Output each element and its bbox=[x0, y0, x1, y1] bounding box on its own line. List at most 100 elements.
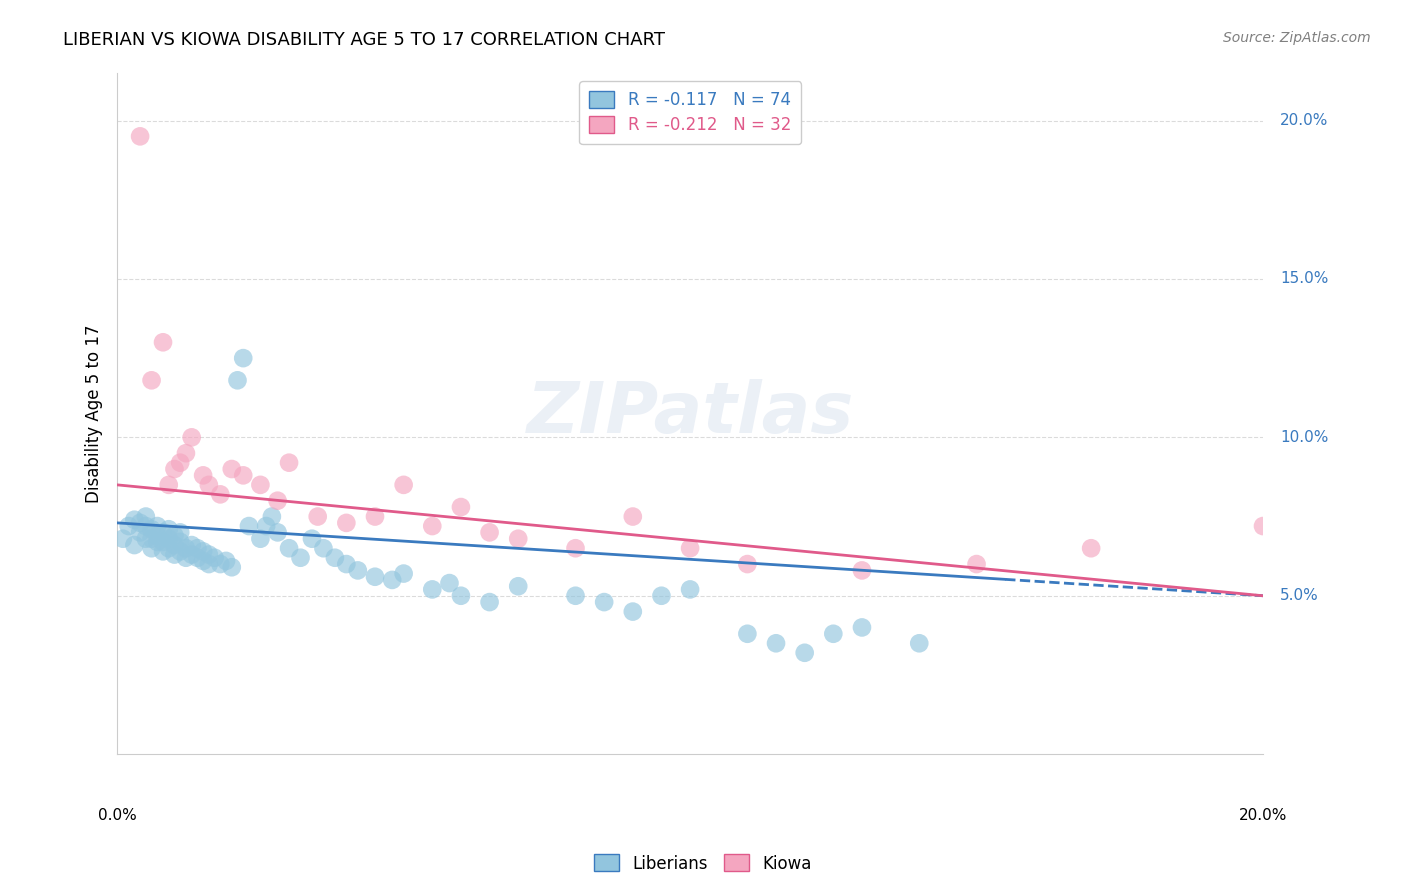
Point bbox=[169, 525, 191, 540]
Point bbox=[392, 478, 415, 492]
Point bbox=[129, 516, 152, 530]
Point bbox=[232, 468, 254, 483]
Point bbox=[221, 462, 243, 476]
Point bbox=[226, 373, 249, 387]
Point bbox=[793, 646, 815, 660]
Point bbox=[1251, 519, 1274, 533]
Text: ZIPatlas: ZIPatlas bbox=[526, 379, 853, 448]
Point bbox=[180, 548, 202, 562]
Point bbox=[135, 509, 157, 524]
Point bbox=[478, 595, 501, 609]
Point bbox=[249, 532, 271, 546]
Point bbox=[392, 566, 415, 581]
Point bbox=[1080, 541, 1102, 556]
Point bbox=[621, 605, 644, 619]
Point bbox=[381, 573, 404, 587]
Point bbox=[191, 554, 214, 568]
Point bbox=[564, 541, 586, 556]
Point bbox=[823, 627, 845, 641]
Point bbox=[157, 541, 180, 556]
Legend: Liberians, Kiowa: Liberians, Kiowa bbox=[588, 847, 818, 880]
Point bbox=[301, 532, 323, 546]
Point bbox=[266, 493, 288, 508]
Point bbox=[232, 351, 254, 365]
Point bbox=[209, 557, 232, 571]
Point bbox=[169, 456, 191, 470]
Point bbox=[174, 446, 197, 460]
Point bbox=[141, 532, 163, 546]
Point bbox=[621, 509, 644, 524]
Point bbox=[346, 563, 368, 577]
Point bbox=[117, 519, 139, 533]
Point bbox=[420, 582, 443, 597]
Point bbox=[364, 509, 387, 524]
Point bbox=[238, 519, 260, 533]
Point bbox=[851, 620, 873, 634]
Point bbox=[593, 595, 616, 609]
Point bbox=[278, 541, 301, 556]
Point bbox=[135, 519, 157, 533]
Point bbox=[186, 550, 208, 565]
Text: 10.0%: 10.0% bbox=[1281, 430, 1329, 445]
Point bbox=[111, 532, 134, 546]
Point bbox=[157, 532, 180, 546]
Point bbox=[141, 373, 163, 387]
Text: 5.0%: 5.0% bbox=[1281, 588, 1319, 603]
Point bbox=[152, 525, 174, 540]
Point bbox=[169, 544, 191, 558]
Point bbox=[335, 557, 357, 571]
Point bbox=[163, 548, 186, 562]
Point bbox=[508, 579, 530, 593]
Point bbox=[737, 557, 759, 571]
Point bbox=[508, 532, 530, 546]
Point bbox=[278, 456, 301, 470]
Point bbox=[129, 129, 152, 144]
Point bbox=[146, 528, 169, 542]
Text: LIBERIAN VS KIOWA DISABILITY AGE 5 TO 17 CORRELATION CHART: LIBERIAN VS KIOWA DISABILITY AGE 5 TO 17… bbox=[63, 31, 665, 49]
Point bbox=[312, 541, 335, 556]
Point bbox=[157, 522, 180, 536]
Point bbox=[204, 550, 226, 565]
Point bbox=[335, 516, 357, 530]
Legend: R = -0.117   N = 74, R = -0.212   N = 32: R = -0.117 N = 74, R = -0.212 N = 32 bbox=[579, 81, 801, 145]
Point bbox=[323, 550, 346, 565]
Point bbox=[169, 535, 191, 549]
Point bbox=[198, 478, 221, 492]
Text: 20.0%: 20.0% bbox=[1239, 808, 1288, 823]
Point bbox=[478, 525, 501, 540]
Point bbox=[152, 335, 174, 350]
Point bbox=[254, 519, 277, 533]
Point bbox=[141, 541, 163, 556]
Point bbox=[191, 468, 214, 483]
Text: 20.0%: 20.0% bbox=[1281, 113, 1329, 128]
Point bbox=[364, 570, 387, 584]
Point bbox=[908, 636, 931, 650]
Point bbox=[737, 627, 759, 641]
Text: Source: ZipAtlas.com: Source: ZipAtlas.com bbox=[1223, 31, 1371, 45]
Point bbox=[420, 519, 443, 533]
Point bbox=[191, 544, 214, 558]
Text: 15.0%: 15.0% bbox=[1281, 271, 1329, 286]
Point bbox=[198, 557, 221, 571]
Point bbox=[851, 563, 873, 577]
Point bbox=[146, 519, 169, 533]
Point bbox=[174, 550, 197, 565]
Point bbox=[157, 478, 180, 492]
Point bbox=[180, 538, 202, 552]
Point bbox=[215, 554, 238, 568]
Point bbox=[450, 589, 472, 603]
Point bbox=[290, 550, 312, 565]
Point bbox=[679, 541, 702, 556]
Point bbox=[135, 532, 157, 546]
Point bbox=[186, 541, 208, 556]
Point bbox=[679, 582, 702, 597]
Point bbox=[765, 636, 787, 650]
Point bbox=[180, 430, 202, 444]
Point bbox=[163, 462, 186, 476]
Point bbox=[966, 557, 988, 571]
Point bbox=[146, 535, 169, 549]
Point bbox=[307, 509, 329, 524]
Point bbox=[163, 538, 186, 552]
Y-axis label: Disability Age 5 to 17: Disability Age 5 to 17 bbox=[86, 325, 103, 503]
Text: 0.0%: 0.0% bbox=[98, 808, 136, 823]
